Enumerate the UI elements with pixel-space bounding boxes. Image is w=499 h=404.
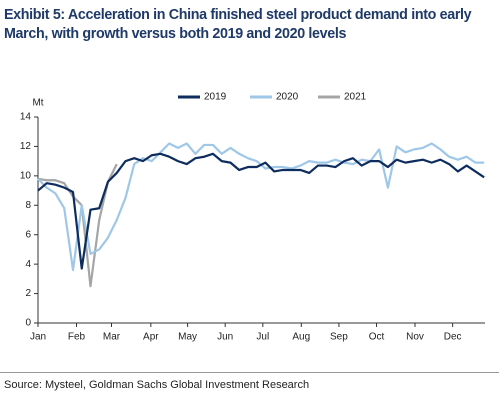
line-series: [37, 152, 485, 270]
y-tick-label: 4: [25, 259, 31, 270]
x-tick-label: Feb: [68, 332, 86, 343]
x-tick-label: Apr: [143, 332, 159, 343]
x-tick-label: Mar: [103, 332, 121, 343]
y-tick-label: 14: [20, 112, 32, 123]
x-tick-label: Oct: [369, 332, 385, 343]
legend-label: 2019: [204, 92, 227, 103]
legend-label: 2021: [344, 92, 367, 103]
x-tick-label: Sep: [330, 332, 348, 343]
source-note: Source: Mysteel, Goldman Sachs Global In…: [4, 379, 310, 391]
line-series: [37, 142, 485, 272]
x-tick-label: Jan: [30, 332, 46, 343]
x-tick-label: Aug: [292, 332, 310, 343]
y-tick-label: 6: [25, 229, 31, 240]
chart-title: Exhibit 5: Acceleration in China finishe…: [4, 7, 472, 42]
y-axis-label: Mt: [32, 98, 43, 109]
x-tick-label: Nov: [406, 332, 424, 343]
x-tick-label: Jun: [217, 332, 233, 343]
line-series: [37, 163, 118, 288]
y-tick-label: 0: [25, 318, 31, 329]
x-tick-label: May: [178, 332, 197, 343]
y-tick-label: 10: [20, 170, 32, 181]
x-tick-label: Dec: [444, 332, 462, 343]
y-tick-label: 2: [25, 288, 31, 299]
x-tick-label: Jul: [256, 332, 269, 343]
y-tick-label: 12: [20, 141, 32, 152]
y-tick-label: 8: [25, 200, 31, 211]
legend-label: 2020: [276, 92, 299, 103]
divider: [0, 372, 499, 373]
